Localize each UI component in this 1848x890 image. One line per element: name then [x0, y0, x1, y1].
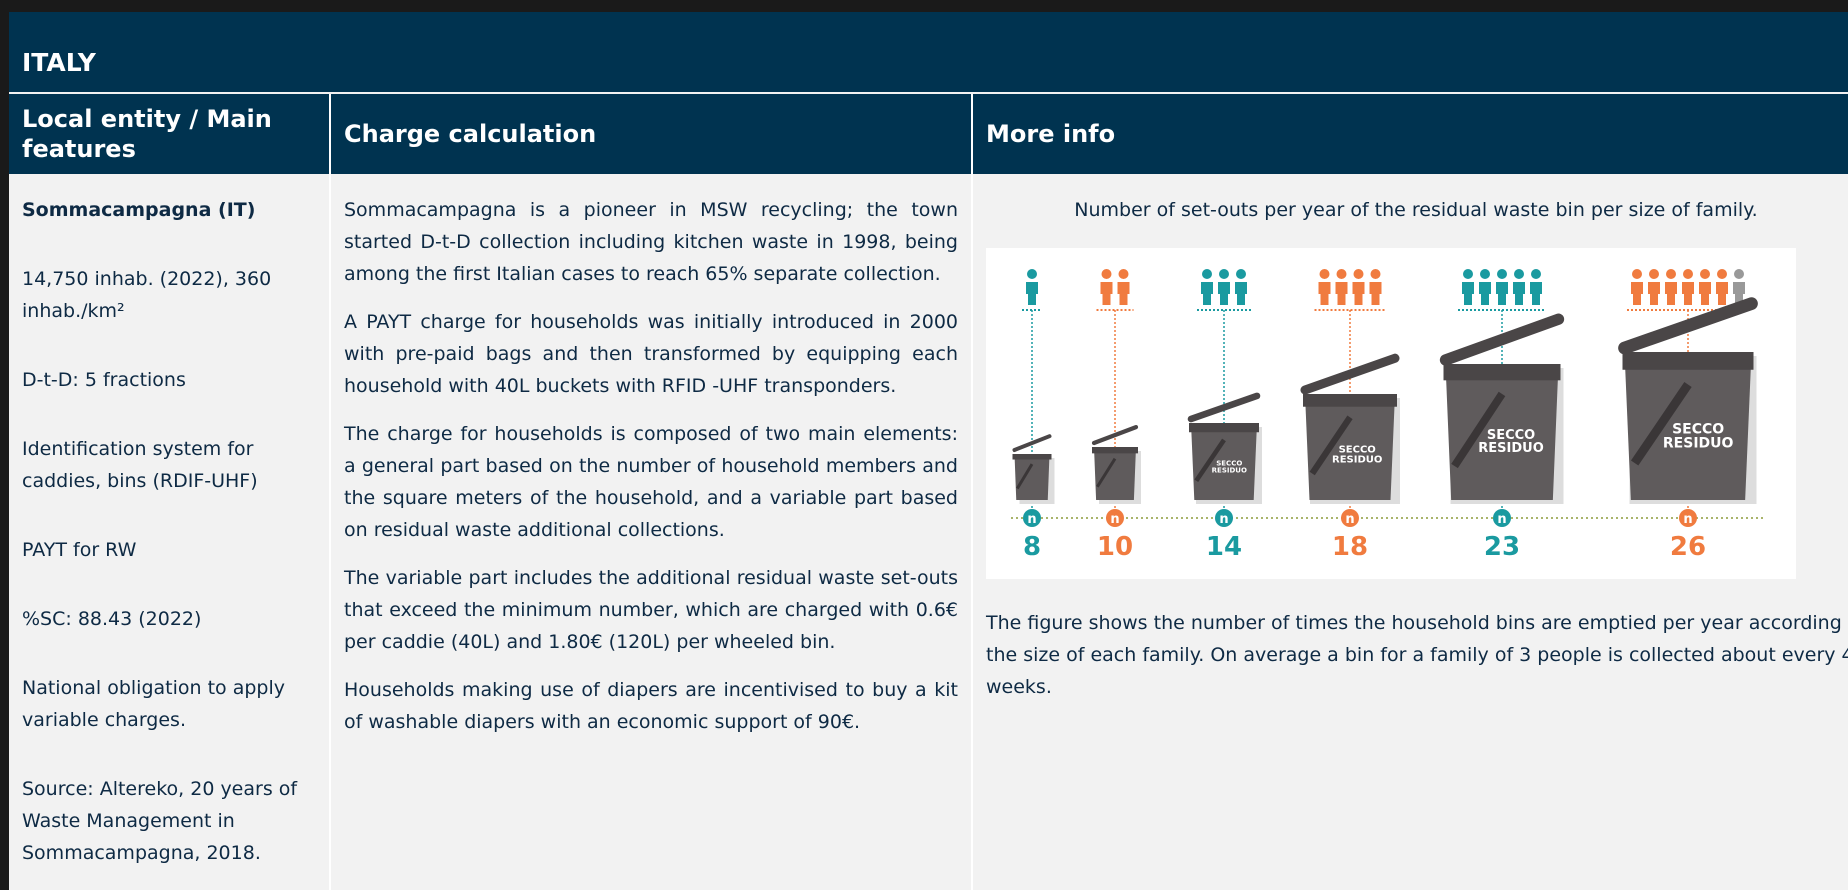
person-body — [1201, 282, 1213, 305]
entity-cell: Sommacampagna (IT) 14,750 inhab. (2022),… — [9, 174, 329, 890]
bin-lid — [1094, 427, 1136, 443]
paragraph: Households making use of diapers are inc… — [344, 674, 958, 738]
bin-label: RESIDUO — [1478, 441, 1544, 456]
marker-label: n — [1219, 512, 1228, 527]
person-body — [1648, 282, 1660, 305]
person-head — [1463, 269, 1473, 279]
marker-label: n — [1497, 512, 1506, 527]
bin-rim — [1444, 364, 1561, 380]
page: ITALY Local entity / Main features Charg… — [0, 0, 1848, 890]
person-head — [1354, 269, 1364, 279]
person-body — [1319, 282, 1331, 305]
figure-caption: Number of set-outs per year of the resid… — [986, 194, 1846, 226]
person-body — [1699, 282, 1711, 305]
person-body — [1026, 282, 1038, 305]
feature: D-t-D: 5 fractions — [22, 364, 316, 396]
person-head — [1320, 269, 1330, 279]
column-header: Charge calculation — [331, 94, 971, 174]
person-head — [1632, 269, 1642, 279]
person-head — [1202, 269, 1212, 279]
feature: National obligation to apply variable ch… — [22, 672, 316, 736]
person-body — [1353, 282, 1365, 305]
person-head — [1514, 269, 1524, 279]
feature: 14,750 inhab. (2022), 360 inhab./km² — [22, 263, 316, 327]
bin-rim — [1623, 352, 1754, 370]
bin-label: RESIDUO — [1663, 435, 1734, 451]
person-body — [1462, 282, 1474, 305]
person-body — [1631, 282, 1643, 305]
bin-rim — [1013, 454, 1052, 460]
person-head — [1497, 269, 1507, 279]
bin-rim — [1303, 394, 1397, 407]
setout-count: 10 — [1097, 532, 1133, 562]
feature: PAYT for RW — [22, 534, 316, 566]
marker-label: n — [1027, 512, 1036, 527]
person-body — [1370, 282, 1382, 305]
charge-cell: Sommacampagna is a pioneer in MSW recycl… — [331, 174, 971, 890]
person-head — [1649, 269, 1659, 279]
paragraph: A PAYT charge for households was initial… — [344, 306, 958, 402]
person-head — [1666, 269, 1676, 279]
bin — [1094, 447, 1136, 500]
setout-count: 14 — [1206, 532, 1242, 562]
person-head — [1480, 269, 1490, 279]
person-head — [1717, 269, 1727, 279]
feature: %SC: 88.43 (2022) — [22, 603, 316, 635]
paragraph: The charge for households is composed of… — [344, 418, 958, 546]
bin — [1015, 454, 1050, 500]
setout-count: 26 — [1670, 532, 1706, 562]
paragraph: Sommacampagna is a pioneer in MSW recycl… — [344, 194, 958, 290]
entity-name: Sommacampagna (IT) — [22, 194, 316, 226]
figure: n8n10SECCORESIDUOn14SECCORESIDUOn18SECCO… — [986, 248, 1796, 579]
person-head — [1337, 269, 1347, 279]
marker-label: n — [1345, 512, 1354, 527]
feature: Source: Altereko, 20 years of Waste Mana… — [22, 773, 316, 869]
person-body — [1665, 282, 1677, 305]
person-body — [1496, 282, 1508, 305]
paragraph: The variable part includes the additiona… — [344, 562, 958, 658]
table-title: ITALY — [9, 12, 1848, 92]
person-head — [1236, 269, 1246, 279]
person-body — [1118, 282, 1130, 305]
person-body — [1530, 282, 1542, 305]
person-head — [1027, 269, 1037, 279]
person-head — [1700, 269, 1710, 279]
person-body — [1101, 282, 1113, 305]
bin-lid — [1446, 319, 1559, 360]
person-body — [1218, 282, 1230, 305]
feature: Identification system for caddies, bins … — [22, 433, 316, 497]
info-cell: Number of set-outs per year of the resid… — [973, 174, 1848, 890]
person-head — [1219, 269, 1229, 279]
setout-count: 18 — [1332, 532, 1368, 562]
person-head — [1119, 269, 1129, 279]
bin-label: RESIDUO — [1212, 466, 1247, 474]
marker-label: n — [1110, 512, 1119, 527]
bin-rim — [1092, 447, 1138, 453]
person-body — [1716, 282, 1728, 305]
setout-count: 23 — [1484, 532, 1520, 562]
column-header: More info — [973, 94, 1848, 174]
person-head — [1683, 269, 1693, 279]
person-head — [1102, 269, 1112, 279]
table: ITALY Local entity / Main features Charg… — [9, 12, 1848, 890]
person-body — [1513, 282, 1525, 305]
person-head — [1371, 269, 1381, 279]
info-text: The figure shows the number of times the… — [986, 607, 1848, 703]
column-header: Local entity / Main features — [9, 94, 329, 174]
person-body — [1336, 282, 1348, 305]
setout-count: 8 — [1023, 532, 1041, 562]
bin-rim — [1189, 423, 1259, 432]
person-body — [1235, 282, 1247, 305]
person-body — [1682, 282, 1694, 305]
marker-label: n — [1683, 512, 1692, 527]
person-head — [1531, 269, 1541, 279]
person-body — [1479, 282, 1491, 305]
person-head — [1734, 269, 1744, 279]
bin-label: RESIDUO — [1332, 454, 1382, 465]
